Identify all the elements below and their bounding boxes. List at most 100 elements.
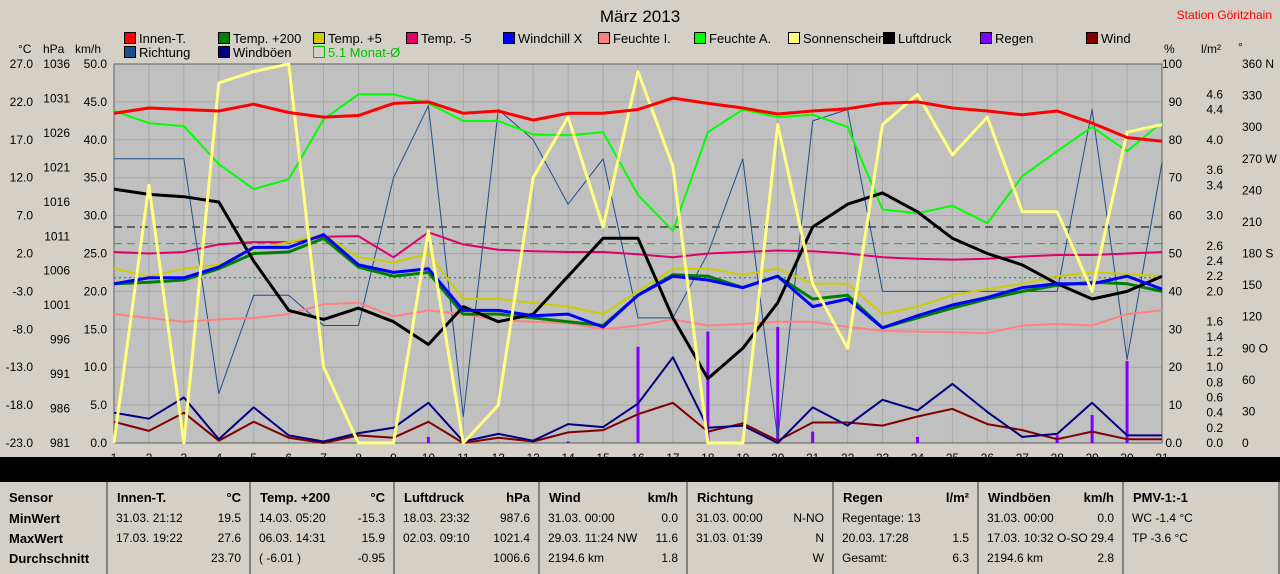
tick-rain: 4.0 [1206,133,1223,147]
legend-swatch [694,32,706,44]
tick-temp: 27.0 [10,57,34,71]
tick-day: 28 [1051,451,1065,457]
tick-kmh: 50.0 [84,57,108,71]
row-value: 1021.4 [493,531,530,545]
tick-day: 19 [736,451,750,457]
row-date: Regentage: 13 [842,511,921,525]
tick-rain: 1.6 [1206,315,1223,329]
tick-hpa: 1001 [43,298,70,312]
tick-pct: 0.0 [1165,436,1182,450]
stats-panel-6: Regen l/m² Regentage: 13 20.03. 17:28 1.5 Ges… [834,482,979,574]
row-value: 11.6 [655,531,678,545]
tick-day: 24 [911,451,925,457]
legend-item-5: Feuchte I. [598,32,671,46]
stats-panel-0: Sensor MinWert MaxWert Durchschnitt [0,482,108,574]
tick-rain: 1.4 [1206,330,1223,344]
legend-swatch [598,32,610,44]
unit-temp: °C [18,42,32,56]
tick-pct: 50 [1169,247,1183,261]
tick-temp: 17.0 [10,133,34,147]
legend-label: Feuchte A. [709,31,772,46]
plot: 0.05.010.015.020.025.030.035.040.045.050… [6,57,1278,457]
tick-day: 3 [181,451,188,457]
tick-day: 7 [320,451,327,457]
tick-pct: 80 [1169,133,1183,147]
tick-kmh: 0.0 [90,436,107,450]
legend-item-1: Temp. +200 [218,32,301,46]
tick-deg: 270 W [1242,152,1277,166]
legend-item-10: Wind [1086,32,1131,46]
tick-day: 20 [771,451,785,457]
legend-label: Richtung [139,45,191,60]
tick-rain: 1.2 [1206,345,1223,359]
tick-day: 4 [215,451,222,457]
tick-rain: 2.0 [1206,284,1223,298]
tick-pct: 40 [1169,284,1183,298]
tick-temp: -13.0 [6,360,34,374]
tick-deg: 240 [1242,183,1262,197]
row-date: 18.03. 23:32 [403,511,470,525]
tick-kmh: 45.0 [84,95,108,109]
row-label: MaxWert [9,531,63,546]
panel-unit: hPa [506,490,530,505]
tick-deg: 0 [1242,436,1249,450]
row-date: 06.03. 14:31 [259,531,326,545]
legend-item-4: Windchill X [503,32,582,46]
unit-kmh: km/h [75,42,102,56]
tick-rain: 3.6 [1206,163,1223,177]
tick-kmh: 35.0 [84,171,108,185]
tick-pct: 60 [1169,209,1183,223]
tick-day: 2 [146,451,153,457]
legend-swatch [313,46,325,58]
row-date: 14.03. 05:20 [259,511,326,525]
row-date: 2194.6 km [987,551,1044,565]
panel-title: Richtung [697,490,754,505]
legend-label: Windböen [233,45,292,60]
tick-rain: 4.6 [1206,87,1223,101]
panel-title: Sensor [9,490,54,505]
stats-panel-1: Innen-T. °C 31.03. 21:12 19.5 17.03. 19:22 27… [108,482,251,574]
legend-item-9: Regen [980,32,1033,46]
tick-rain: 0.0 [1206,436,1223,450]
row-date: 02.03. 09:10 [403,531,470,545]
legend-item-7: Sonnenschein [788,32,885,46]
tick-day: 17 [666,451,680,457]
tick-hpa: 981 [50,436,70,450]
legend-label: Luftdruck [898,31,952,46]
tick-hpa: 1026 [43,126,70,140]
tick-temp: -18.0 [6,398,34,412]
row-date: 17.03. 19:22 [116,531,183,545]
panel-title: Luftdruck [404,490,464,505]
tick-rain: 1.0 [1206,360,1223,374]
tick-day: 31 [1155,451,1169,457]
stats-table: Sensor MinWert MaxWert Durchschnitt Innen-T.… [0,482,1280,574]
tick-deg: 30 [1242,404,1256,418]
row-value: 1.5 [952,531,969,545]
tick-deg: 150 [1242,278,1262,292]
legend-label: Feuchte I. [613,31,671,46]
tick-pct: 10 [1169,398,1183,412]
tick-deg: 360 N [1242,57,1274,71]
row-date: Gesamt: [842,551,888,565]
row-value: 987.6 [499,511,530,525]
stats-panel-5: Richtung 31.03. 00:00 N-NO 31.03. 01:39 N W [688,482,834,574]
legend-item-8: Luftdruck [883,32,951,46]
panel-unit: °C [226,490,241,505]
row-date: ( -6.01 ) [259,551,302,565]
tick-day: 10 [422,451,436,457]
series-line-wind [113,401,1162,444]
station-name: Station Göritzhain [1176,8,1272,22]
series-line-temp-5 [113,233,1163,316]
tick-rain: 0.4 [1206,406,1223,420]
row-value: 1006.6 [493,551,530,565]
tick-temp: 2.0 [16,247,33,261]
row-date: WC -1.4 °C [1132,511,1193,525]
tick-day: 1 [111,451,118,457]
legend-swatch [1086,32,1098,44]
stats-panel-4: Wind km/h 31.03. 00:00 0.0 29.03. 11:24 NW 11… [540,482,688,574]
legend-swatch [218,32,230,44]
tick-day: 16 [631,451,645,457]
row-date: 31.03. 00:00 [548,511,615,525]
tick-day: 27 [1016,451,1030,457]
tick-pct: 90 [1169,95,1183,109]
